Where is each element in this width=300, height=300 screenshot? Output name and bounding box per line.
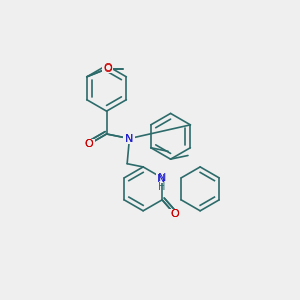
FancyBboxPatch shape xyxy=(156,173,169,183)
Text: N: N xyxy=(157,174,165,184)
FancyBboxPatch shape xyxy=(83,139,95,149)
Text: N: N xyxy=(158,173,166,183)
Text: O: O xyxy=(85,139,94,149)
Text: N: N xyxy=(125,134,134,144)
FancyBboxPatch shape xyxy=(169,209,181,220)
Text: N: N xyxy=(125,134,134,144)
Text: O: O xyxy=(103,64,112,74)
FancyBboxPatch shape xyxy=(102,64,113,73)
Text: O: O xyxy=(85,139,94,149)
Text: O: O xyxy=(171,209,179,220)
FancyBboxPatch shape xyxy=(124,134,135,144)
Text: H: H xyxy=(158,182,165,192)
Text: O: O xyxy=(171,209,179,220)
Text: O: O xyxy=(103,63,112,73)
Text: O: O xyxy=(103,64,112,74)
